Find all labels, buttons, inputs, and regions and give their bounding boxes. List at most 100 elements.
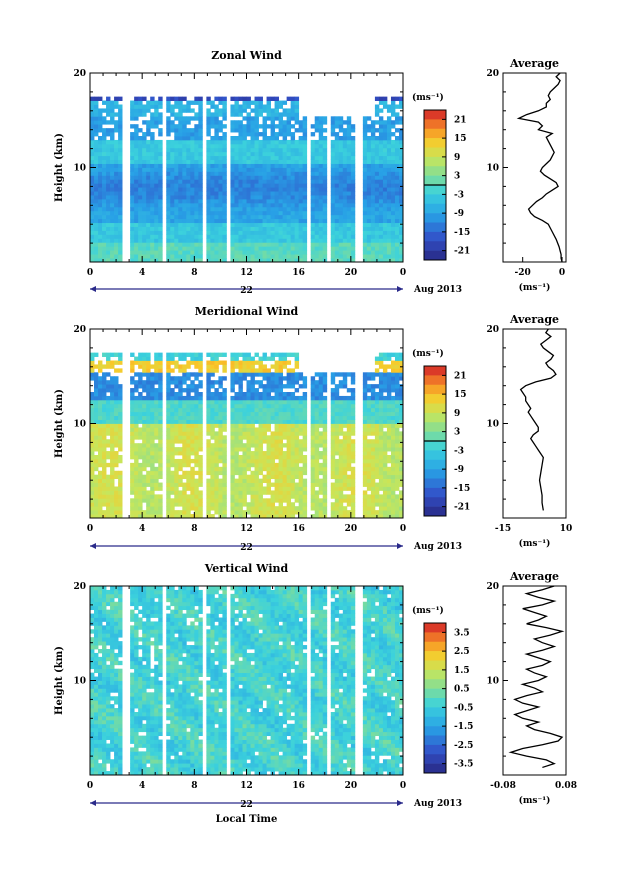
heatmap-cell [102,155,107,161]
heatmap-cell [154,163,159,168]
heatmap-cell [334,206,340,212]
heatmap-cell [170,195,175,200]
heatmap-cell [218,506,223,511]
heatmap-cell [114,143,119,149]
heatmap-cell [186,462,191,468]
heatmap-cell [290,470,296,476]
heatmap-cell [242,415,247,420]
heatmap-cell [290,242,296,247]
heatmap-cell [142,490,147,495]
heatmap-cell [246,163,251,168]
x-tick-label: 0 [400,268,406,278]
heatmap-cell [142,234,147,239]
heatmap-cell [142,427,147,432]
heatmap-cell [234,510,239,515]
heatmap-cell [342,376,348,381]
heatmap-cell [302,179,308,184]
heatmap-cell [94,250,99,255]
heatmap-cell [98,143,103,149]
heatmap-cell [366,230,372,235]
heatmap-cell [382,250,388,255]
heatmap-cell [298,423,304,428]
heatmap-cell [254,116,259,121]
heatmap-cell [94,104,99,109]
heatmap-cell [234,128,239,133]
heatmap-cell [242,128,247,133]
heatmap-cell [102,230,107,235]
heatmap-cell [322,451,328,456]
heatmap-cell [238,124,243,129]
heatmap-cell [114,376,119,381]
heatmap-cell [182,470,187,476]
heatmap-cell [114,179,119,184]
heatmap-cell [330,407,336,413]
heatmap-cell [170,423,175,428]
heatmap-cell [370,202,376,208]
heatmap-cell [134,238,139,243]
heatmap-cell [150,455,155,460]
heatmap-cell [294,474,300,480]
heatmap-cell [382,136,388,141]
heatmap-cell [346,132,352,137]
heatmap-cell [170,187,175,192]
heatmap-cell [254,159,259,164]
heatmap-cell [322,458,328,464]
heatmap-cell [190,474,195,480]
heatmap-cell [114,195,119,200]
heatmap-cell [182,395,187,401]
heatmap-cell [210,451,215,456]
heatmap-cell [290,443,296,448]
heatmap-cell [146,376,151,381]
heatmap-cell [346,427,352,432]
heatmap-cell [378,195,384,200]
heatmap-cell [218,151,223,157]
heatmap-cell [366,163,372,168]
heatmap-cell [342,222,348,227]
heatmap-cell [374,163,380,168]
heatmap-cell [234,139,239,145]
heatmap-cell [290,482,296,487]
heatmap-cell [218,443,223,448]
heatmap-cell [298,238,304,243]
heatmap-cell [110,226,115,231]
heatmap-cell [318,439,324,444]
heatmap-cell [258,443,263,448]
heatmap-cells [90,352,404,519]
heatmap-cell [254,474,259,480]
heatmap-cell [146,254,151,259]
heatmap-cell [318,143,324,149]
heatmap-cell [278,447,284,452]
heatmap-cell [174,380,179,385]
heatmap-cell [362,423,368,428]
heatmap-cell [234,506,239,511]
heatmap-cell [338,155,344,161]
heatmap-cell [266,199,271,204]
heatmap-cell [234,443,239,448]
heatmap-cell [294,159,300,164]
heatmap-cell [374,179,380,184]
heatmap-cell [146,124,151,129]
heatmap-cell [378,254,384,259]
heatmap-cell [258,254,263,259]
heatmap-cell [150,486,155,491]
heatmap-cell [322,206,328,212]
heatmap-cell [270,171,275,176]
heatmap-cell [302,210,308,216]
heatmap-cell [378,136,384,141]
heatmap-cell [146,392,151,397]
heatmap-cell [382,195,388,200]
heatmap-cell [270,356,275,361]
heatmap-cell [334,458,340,464]
heatmap-cell [230,482,235,487]
heatmap-cell [158,498,163,503]
heatmap-cell [242,482,247,487]
heatmap-cell [234,242,239,247]
heatmap-cell [142,230,147,235]
heatmap-cell [238,380,243,385]
heatmap-cell [350,128,356,133]
heatmap-cell [230,175,235,180]
heatmap-cell [146,202,151,208]
heatmap-cell [90,502,95,507]
heatmap-cell [318,443,324,448]
